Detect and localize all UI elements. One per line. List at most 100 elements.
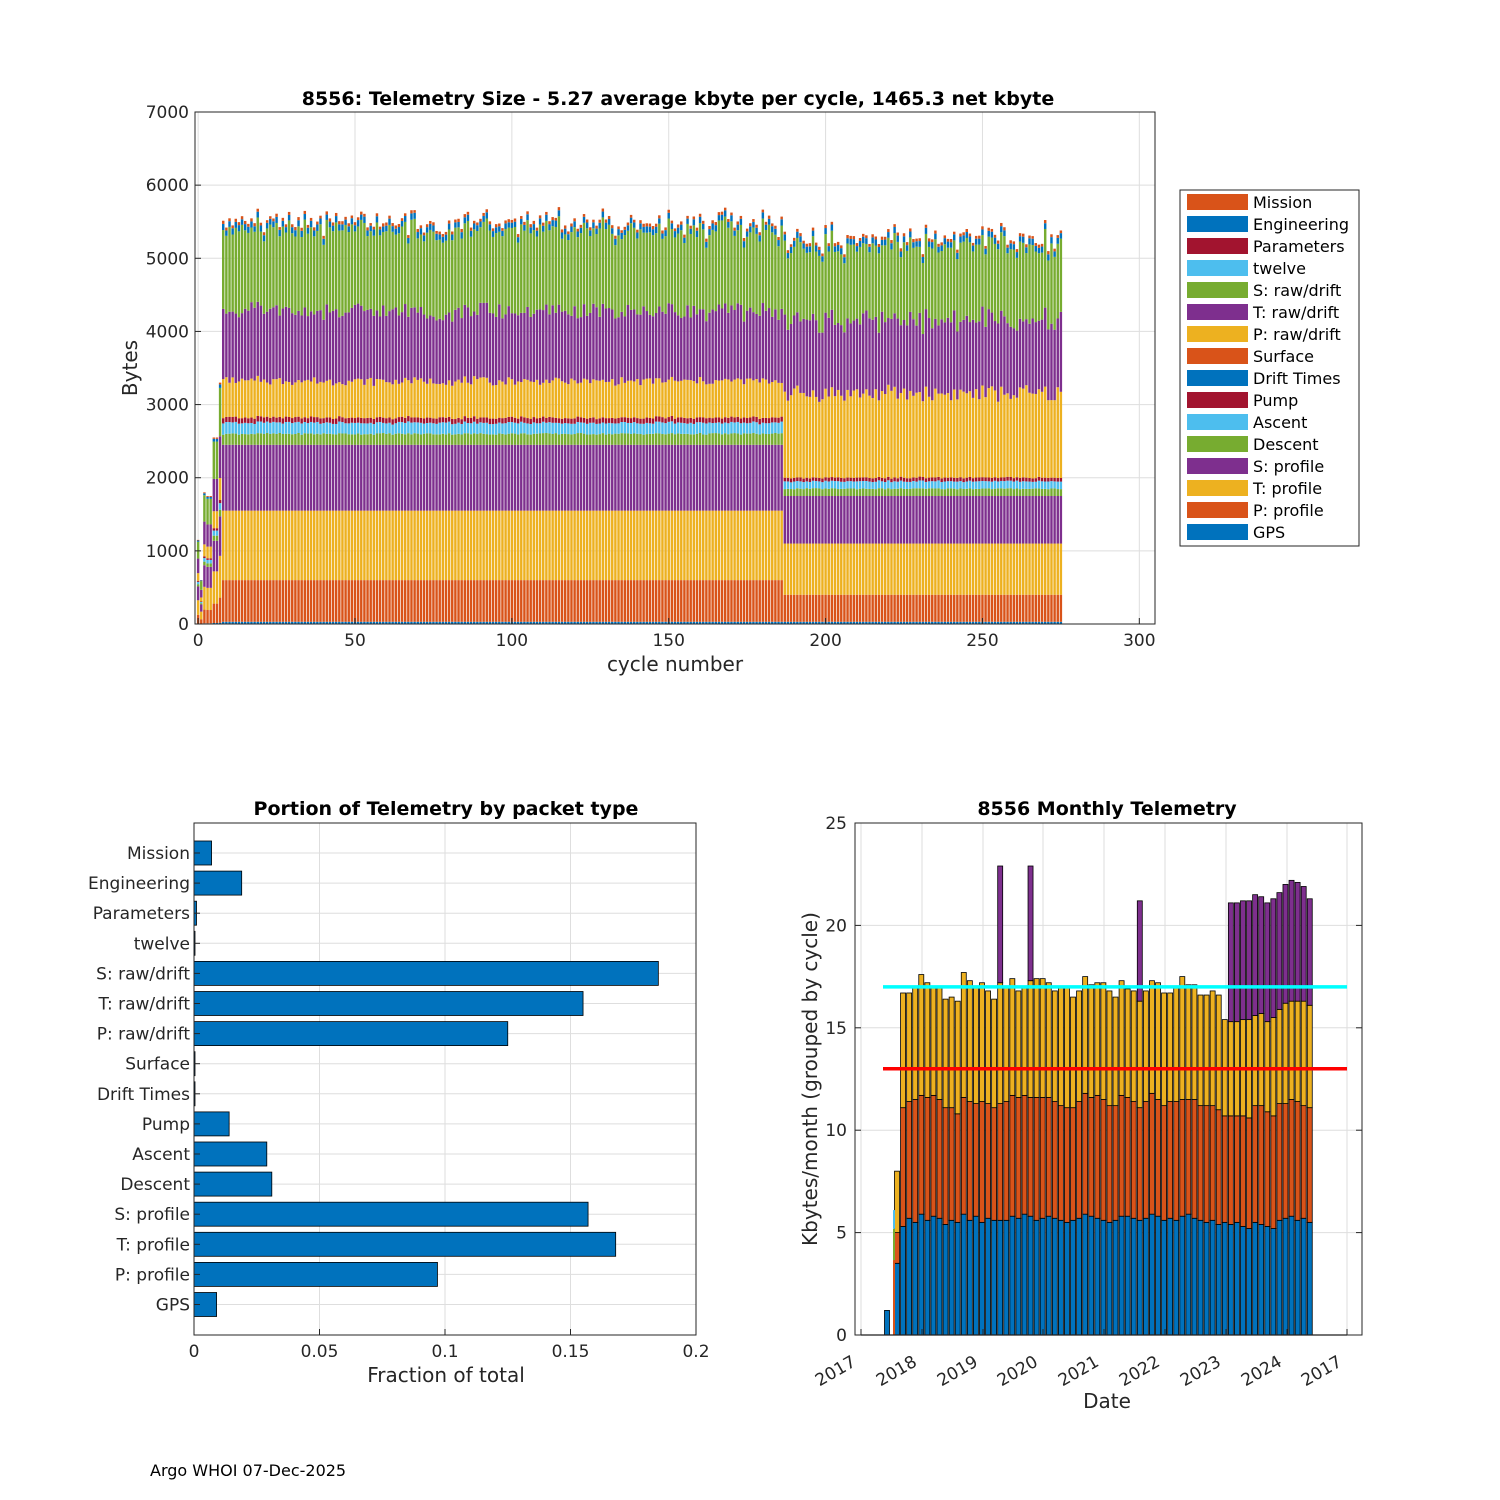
month-segment-yellow: [1155, 982, 1161, 1100]
segment-mission: [727, 219, 730, 222]
segment-s-profile: [614, 444, 617, 511]
month-segment-orange: [973, 1103, 979, 1217]
segment-ascent: [880, 481, 884, 489]
segment-ascent: [212, 530, 216, 536]
segment-ascent: [993, 480, 997, 489]
segment-ascent: [485, 422, 488, 435]
segment-t-raw-drift: [532, 313, 536, 383]
segment-engineering: [799, 236, 802, 243]
segment-p-profile: [865, 594, 868, 622]
segment-t-profile: [987, 543, 990, 595]
segment-t-profile: [821, 543, 824, 595]
segment-descent: [469, 434, 473, 445]
segment-mission: [658, 215, 661, 219]
segment-s-profile: [654, 444, 658, 511]
segment-engineering: [344, 219, 347, 225]
segment-t-profile: [589, 510, 592, 581]
segment-mission: [802, 240, 805, 244]
segment-ascent: [1047, 481, 1050, 490]
segment-s-profile: [849, 496, 852, 544]
month-segment-orange: [1155, 1099, 1161, 1217]
segment-descent: [833, 488, 837, 496]
segment-gps: [535, 621, 539, 624]
cycle-bar: [937, 243, 940, 624]
segment-pump: [215, 528, 219, 531]
segment-p-raw-drift: [353, 379, 357, 419]
segment-mission: [196, 539, 200, 541]
month-segment-blue: [1155, 1215, 1161, 1336]
segment-t-profile: [545, 510, 548, 581]
segment-s-profile: [222, 444, 225, 511]
cycle-bar: [498, 223, 501, 624]
segment-gps: [1043, 621, 1047, 624]
cycle-bar: [921, 254, 925, 624]
month-segment-orange: [1118, 1094, 1125, 1217]
segment-descent: [388, 433, 391, 445]
segment-descent: [730, 433, 733, 445]
segment-p-raw-drift: [501, 381, 504, 419]
segment-mission: [240, 216, 244, 220]
segment-engineering: [937, 246, 940, 253]
segment-t-profile: [868, 543, 871, 595]
segment-ascent: [1056, 481, 1059, 490]
segment-descent: [733, 433, 736, 445]
segment-p-raw-drift: [482, 377, 485, 418]
month-segment-yellow: [1252, 1015, 1259, 1107]
segment-t-raw-drift: [507, 306, 510, 378]
segment-pump: [717, 417, 721, 423]
cycle-bar: [620, 230, 623, 624]
segment-s-profile: [545, 444, 548, 511]
segment-pump: [680, 417, 683, 423]
month-segment-blue: [954, 1221, 961, 1336]
cycle-bar: [441, 234, 445, 624]
segment-p-raw-drift: [256, 375, 259, 416]
segment-t-raw-drift: [579, 317, 583, 383]
segment-ascent: [363, 423, 366, 435]
segment-gps: [410, 621, 413, 624]
segment-s-profile: [407, 444, 410, 511]
segment-pump: [962, 478, 965, 483]
segment-ascent: [378, 421, 382, 434]
cycle-bar: [1012, 241, 1016, 624]
segment-t-profile: [1018, 543, 1022, 595]
month-segment-blue: [884, 1310, 890, 1336]
segment-t-raw-drift: [871, 319, 874, 399]
segment-p-raw-drift: [959, 389, 962, 478]
segment-pump: [463, 416, 467, 422]
segment-p-profile: [833, 594, 837, 622]
segment-pump: [692, 418, 696, 424]
segment-mission: [316, 221, 319, 225]
segment-p-profile: [281, 580, 285, 622]
segment-mission: [532, 220, 536, 225]
segment-t-profile: [538, 510, 542, 581]
segment-pump: [921, 476, 925, 481]
segment-ascent: [670, 421, 674, 434]
segment-gps: [303, 621, 307, 624]
segment-pump: [203, 556, 206, 559]
segment-t-raw-drift: [862, 313, 865, 394]
segment-t-profile: [422, 510, 426, 581]
segment-descent: [736, 433, 739, 445]
segment-mission: [792, 237, 796, 241]
bar-p-raw-drift: [193, 1021, 509, 1046]
segment-mission: [535, 227, 539, 231]
month-segment-purple: [1288, 879, 1295, 1002]
segment-p-raw-drift: [987, 388, 990, 478]
segment-s-raw-drift: [943, 244, 947, 323]
cycle-bar: [510, 219, 514, 624]
segment-p-raw-drift: [617, 384, 620, 419]
segment-s-profile: [278, 444, 281, 511]
segment-t-raw-drift: [269, 308, 272, 385]
segment-pump: [360, 417, 363, 424]
cycle-bar: [344, 216, 347, 624]
x-tick-label: 250: [966, 631, 998, 651]
y-tick-label: 4000: [146, 322, 189, 342]
segment-descent: [1050, 488, 1053, 496]
segment-s-raw-drift: [755, 233, 758, 314]
segment-mission: [253, 223, 256, 227]
segment-engineering: [686, 218, 689, 224]
segment-s-profile: [567, 444, 570, 511]
segment-s-raw-drift: [629, 223, 633, 310]
segment-engineering: [654, 226, 658, 234]
segment-s-profile: [460, 444, 463, 511]
